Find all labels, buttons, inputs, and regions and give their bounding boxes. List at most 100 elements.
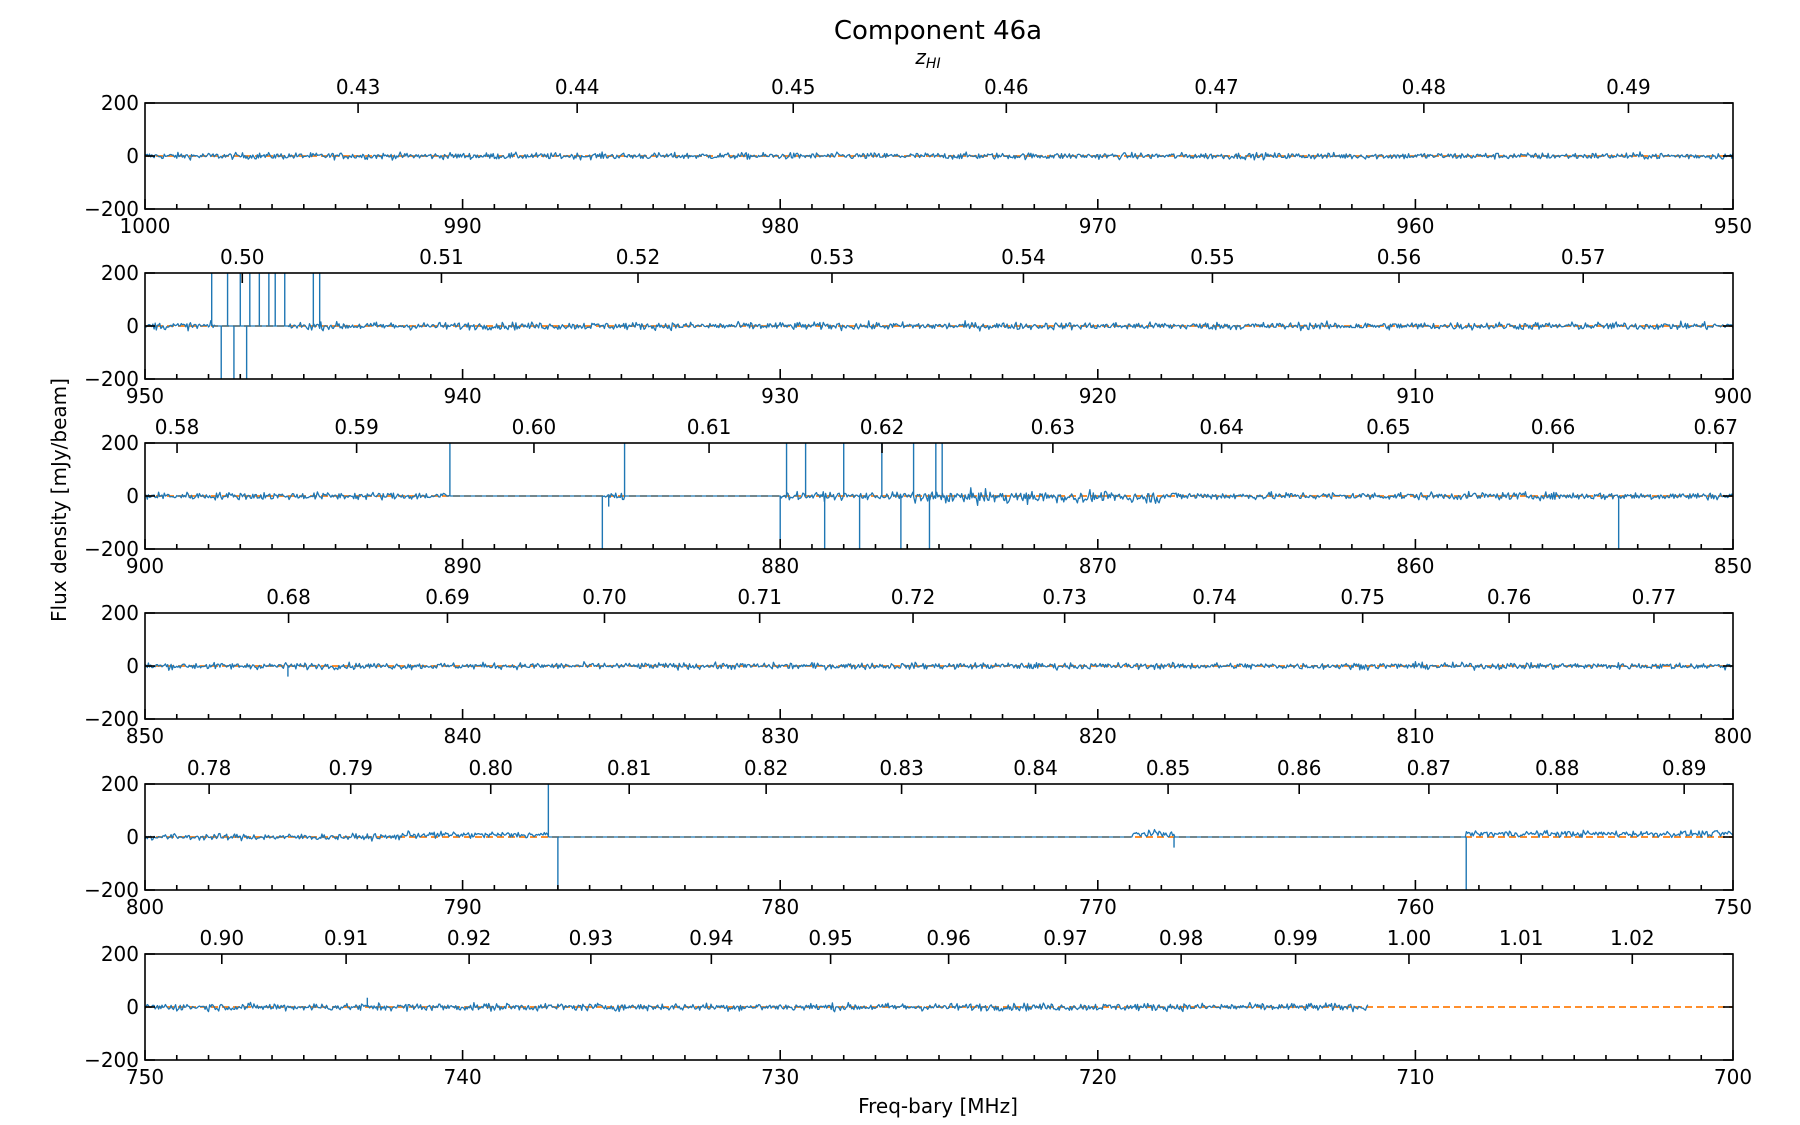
- z-tick-label: 0.46: [984, 75, 1029, 99]
- z-tick-label: 0.67: [1694, 415, 1739, 439]
- z-tick-label: 0.60: [512, 415, 557, 439]
- z-tick-label: 0.68: [266, 585, 311, 609]
- z-tick-label: 0.61: [687, 415, 732, 439]
- z-tick-label: 0.98: [1159, 926, 1204, 950]
- z-tick-label: 1.00: [1387, 926, 1432, 950]
- z-tick-label: 0.88: [1535, 756, 1580, 780]
- x-tick-label: 940: [444, 384, 482, 408]
- z-tick-label: 0.90: [200, 926, 245, 950]
- y-tick-label: −200: [84, 878, 139, 902]
- y-tick-label: 200: [101, 772, 139, 796]
- y-tick-label: 0: [126, 654, 139, 678]
- y-tick-label: 0: [126, 484, 139, 508]
- x-tick-label: 950: [1714, 214, 1752, 238]
- top-axis-label-main: z: [914, 45, 926, 69]
- x-tick-label: 850: [126, 724, 164, 748]
- z-tick-label: 0.70: [582, 585, 627, 609]
- spectrum-line: [144, 828, 1734, 842]
- y-tick-label: −200: [84, 707, 139, 731]
- y-tick-label: 200: [101, 942, 139, 966]
- z-tick-label: 0.91: [324, 926, 369, 950]
- z-tick-label: 0.69: [425, 585, 470, 609]
- x-tick-label: 760: [1396, 895, 1434, 919]
- top-axis-label: zHI: [914, 45, 940, 72]
- z-tick-label: 0.77: [1632, 585, 1677, 609]
- z-tick-label: 0.89: [1662, 756, 1707, 780]
- panel-2: 950 940 930 920 910 900 200 0 −200 0.50 0.51 0.52 0.…: [84, 245, 1752, 408]
- x-tick-label: 820: [1079, 724, 1117, 748]
- z-tick-label: 0.80: [468, 756, 513, 780]
- x-tick-label: 840: [444, 724, 482, 748]
- x-tick-label: 800: [126, 895, 164, 919]
- x-axis-label: Freq-bary [MHz]: [858, 1094, 1018, 1118]
- z-tick-label: 0.74: [1192, 585, 1237, 609]
- z-tick-label: 0.97: [1043, 926, 1088, 950]
- z-tick-label: 0.76: [1487, 585, 1532, 609]
- z-tick-label: 0.96: [926, 926, 971, 950]
- z-tick-label: 0.71: [737, 585, 782, 609]
- z-tick-label: 0.45: [771, 75, 816, 99]
- chart-title: Component 46a: [834, 16, 1042, 46]
- y-tick-label: −200: [84, 1048, 139, 1072]
- x-tick-label: 960: [1396, 214, 1434, 238]
- z-tick-label: 0.56: [1377, 245, 1422, 269]
- z-tick-label: 0.48: [1402, 75, 1447, 99]
- z-tick-label: 0.62: [860, 415, 905, 439]
- x-tick-label: 810: [1396, 724, 1434, 748]
- z-tick-label: 0.52: [616, 245, 661, 269]
- x-tick-label: 870: [1079, 554, 1117, 578]
- panel-1: 1000 990 980 970 960 950 200 0 −200 0.43 0.44 0.45 0…: [84, 75, 1752, 238]
- z-tick-label: 0.75: [1340, 585, 1385, 609]
- z-tick-label: 0.87: [1407, 756, 1452, 780]
- z-tick-label: 0.44: [555, 75, 600, 99]
- x-tick-label: 1000: [120, 214, 171, 238]
- top-axis-label-sub: HI: [926, 56, 941, 72]
- spectrum-line: [144, 320, 1734, 332]
- z-tick-label: 0.64: [1199, 415, 1244, 439]
- z-tick-label: 0.78: [187, 756, 232, 780]
- z-tick-label: 0.65: [1366, 415, 1411, 439]
- z-tick-label: 0.47: [1194, 75, 1239, 99]
- x-tick-label: 950: [126, 384, 164, 408]
- panel-3: 900 890 880 870 860 850 200 0 −200 0.58 0.59 0.60 0.…: [84, 415, 1752, 578]
- z-tick-label: 0.59: [334, 415, 379, 439]
- z-tick-label: 0.72: [891, 585, 936, 609]
- x-tick-label: 800: [1714, 724, 1752, 748]
- x-tick-label: 750: [126, 1065, 164, 1089]
- z-tick-label: 0.92: [447, 926, 492, 950]
- spectrum-line: [144, 1001, 1369, 1013]
- z-tick-label: 0.94: [689, 926, 734, 950]
- x-tick-label: 920: [1079, 384, 1117, 408]
- z-tick-label: 0.49: [1606, 75, 1651, 99]
- z-tick-label: 0.57: [1561, 245, 1606, 269]
- x-tick-label: 700: [1714, 1065, 1752, 1089]
- panel-6: 750 740 730 720 710 700 200 0 −200 0.90 0.91 0.92 0.…: [84, 926, 1752, 1089]
- z-tick-label: 0.55: [1190, 245, 1235, 269]
- x-tick-label: 830: [761, 724, 799, 748]
- x-tick-label: 850: [1714, 554, 1752, 578]
- z-tick-label: 0.73: [1042, 585, 1087, 609]
- z-tick-label: 0.93: [569, 926, 614, 950]
- z-tick-label: 0.82: [744, 756, 789, 780]
- y-tick-label: −200: [84, 367, 139, 391]
- y-tick-label: 200: [101, 601, 139, 625]
- x-tick-label: 770: [1079, 895, 1117, 919]
- panel-4: 850 840 830 820 810 800 200 0 −200 0.68 0.69 0.70 0.…: [84, 585, 1752, 748]
- spectrum-line: [144, 661, 1734, 671]
- z-tick-label: 0.66: [1531, 415, 1576, 439]
- y-tick-label: 0: [126, 314, 139, 338]
- z-tick-label: 1.02: [1610, 926, 1655, 950]
- z-tick-label: 0.50: [220, 245, 265, 269]
- z-tick-label: 0.99: [1273, 926, 1318, 950]
- x-tick-label: 930: [761, 384, 799, 408]
- x-tick-label: 730: [761, 1065, 799, 1089]
- y-tick-label: −200: [84, 537, 139, 561]
- spectrum-line: [144, 487, 1734, 507]
- x-tick-label: 990: [444, 214, 482, 238]
- x-tick-label: 900: [1714, 384, 1752, 408]
- z-tick-label: 0.51: [419, 245, 464, 269]
- x-tick-label: 980: [761, 214, 799, 238]
- x-tick-label: 710: [1396, 1065, 1434, 1089]
